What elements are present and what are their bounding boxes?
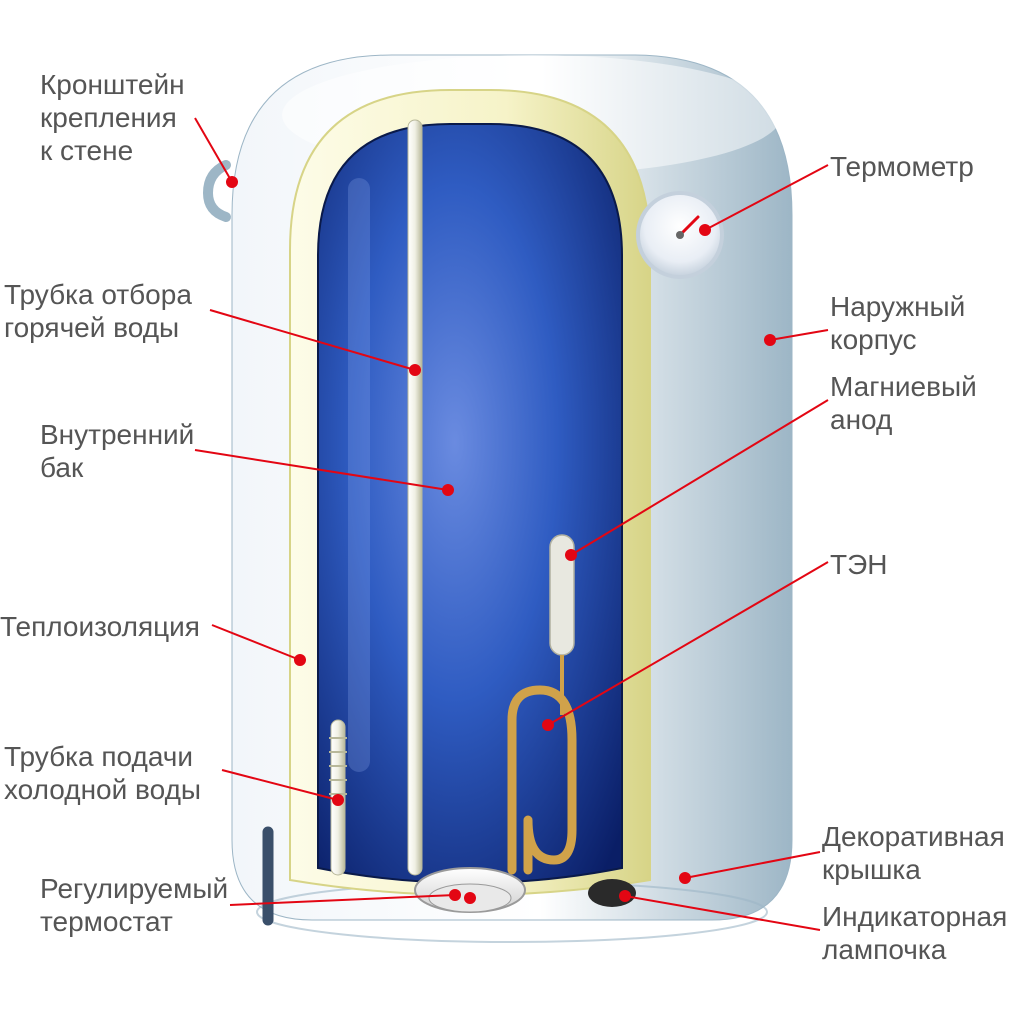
label-hot-pipe: Трубка отбора горячей воды xyxy=(4,278,192,344)
wall-bracket xyxy=(208,165,226,217)
thermostat-dot xyxy=(464,892,476,904)
label-heater: ТЭН xyxy=(830,548,887,581)
label-inner-tank: Внутренний бак xyxy=(40,418,194,484)
label-cold-pipe: Трубка подачи холодной воды xyxy=(4,740,201,806)
label-thermometer: Термометр xyxy=(830,150,974,183)
leader-dot-inner-tank xyxy=(442,484,454,496)
leader-dot-thermostat xyxy=(449,889,461,901)
leader-dot-cold-pipe xyxy=(332,794,344,806)
label-deco-cap: Декоративная крышка xyxy=(822,820,1005,886)
label-bracket: Кронштейн крепления к стене xyxy=(40,68,185,167)
label-thermostat: Регулируемый термостат xyxy=(40,872,228,938)
leader-dot-hot-pipe xyxy=(409,364,421,376)
leader-dot-outer-casing xyxy=(764,334,776,346)
hot-water-pipe xyxy=(408,120,422,875)
thermometer-pin xyxy=(676,231,684,239)
leader-dot-anode xyxy=(565,549,577,561)
leader-dot-insulation xyxy=(294,654,306,666)
label-anode: Магниевый анод xyxy=(830,370,977,436)
leader-dot-indicator xyxy=(619,890,631,902)
label-outer-casing: Наружный корпус xyxy=(830,290,965,356)
leader-dot-deco-cap xyxy=(679,872,691,884)
label-indicator: Индикаторная лампочка xyxy=(822,900,1007,966)
label-insulation: Теплоизоляция xyxy=(0,610,200,643)
leader-dot-heater xyxy=(542,719,554,731)
leader-dot-thermometer xyxy=(699,224,711,236)
diagram-canvas: Кронштейн крепления к стене Термометр Труб… xyxy=(0,0,1024,1024)
leader-dot-bracket xyxy=(226,176,238,188)
